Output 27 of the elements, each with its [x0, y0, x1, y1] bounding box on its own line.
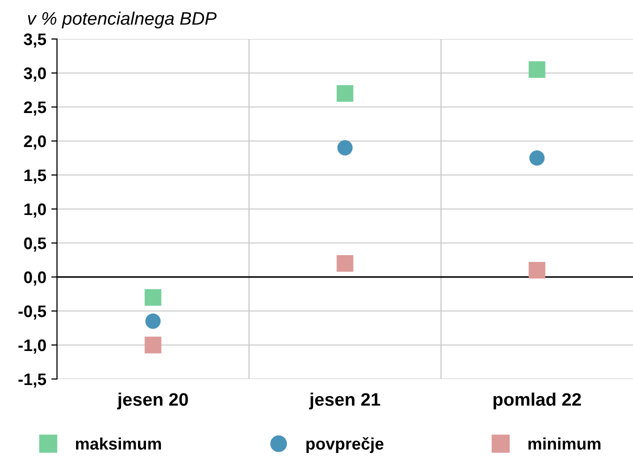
point [528, 61, 546, 78]
y-tick-label: 3,0 [24, 67, 46, 82]
x-tick-label: pomlad 22 [494, 392, 581, 410]
point [337, 140, 353, 156]
y-tick-label: 1,5 [24, 170, 46, 184]
y-tick-label: -1,0 [18, 339, 46, 354]
legend-label: povprečje [306, 437, 384, 453]
point [528, 262, 546, 279]
legend-label: maksimum [76, 437, 161, 450]
y-tick-label: -0,5 [18, 305, 46, 320]
y-tick-label: 1,0 [24, 203, 46, 218]
x-tick-label: jesen 21 [309, 392, 380, 410]
point [336, 85, 354, 102]
y-axis-title: v % potencialnega BDP [28, 12, 217, 28]
legend-label: minimum [528, 437, 600, 450]
point [144, 289, 162, 306]
x-tick-label: jesen 20 [117, 392, 188, 410]
y-tick-label: 2,0 [24, 135, 46, 150]
point [145, 314, 161, 329]
point [336, 255, 354, 272]
y-tick-label: -1,5 [18, 374, 46, 388]
y-tick-label: 0,5 [24, 237, 46, 252]
point [144, 336, 162, 354]
point [529, 150, 545, 166]
y-tick-label: 3,5 [24, 33, 46, 48]
y-tick-label: 0,0 [24, 271, 46, 286]
y-tick-label: 2,5 [24, 101, 46, 116]
